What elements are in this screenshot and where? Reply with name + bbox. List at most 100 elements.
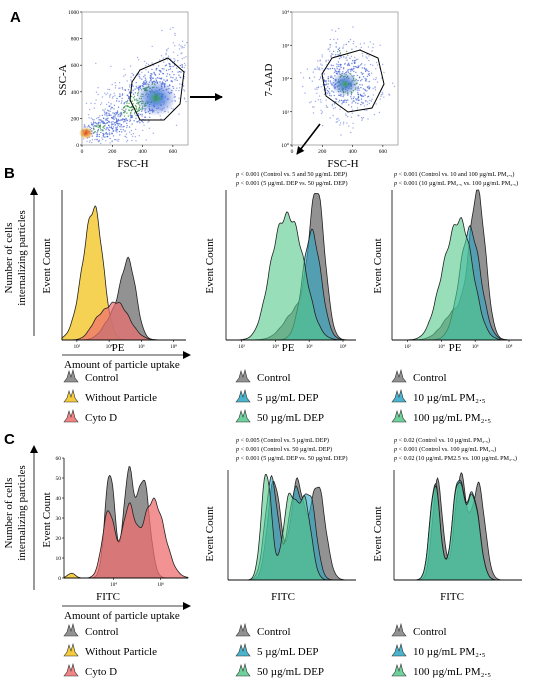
event-dot [357,97,359,99]
event-dot [147,71,150,73]
event-dot [105,113,108,115]
event-dot [362,76,365,78]
event-dot [337,54,339,56]
event-dot [335,54,337,56]
event-dot [327,76,329,78]
event-dot [327,78,329,80]
event-dot [97,130,99,132]
event-dot [127,115,130,117]
event-dot [335,46,337,48]
event-dot [102,109,104,111]
event-dot [359,76,361,78]
event-dot [127,105,130,108]
event-dot [124,109,126,112]
event-dot [361,118,364,120]
side-label-b-line1: Number of cells [3,223,15,294]
pval-c-mid-2: p < 0.001 (Control vs. 50 µg/mL DEP) [235,446,332,453]
event-dot [128,109,131,112]
event-dot [351,112,353,115]
event-dot [183,97,186,99]
event-dot [129,131,131,133]
event-dot [110,121,113,123]
pval-c-mid-1: p < 0.005 (Control vs. 5 µg/mL DEP) [235,437,329,444]
event-dot [365,70,367,73]
event-dot [183,66,185,69]
event-dot [83,124,86,126]
event-dot [106,115,108,117]
event-dot [145,79,147,81]
event-dot [350,106,353,108]
event-dot [330,75,332,77]
event-dot [132,74,134,77]
event-dot [149,75,152,77]
event-dot [97,124,99,126]
event-dot [152,77,154,79]
event-dot [365,100,367,102]
event-dot [89,108,91,111]
event-dot [97,93,99,96]
legend-label: 10 µg/mL PM₂.₅ [413,646,486,658]
event-dot [135,140,137,142]
event-dot [88,124,90,127]
event-dot [347,70,349,72]
event-dot [171,71,174,73]
event-dot [115,113,117,115]
event-dot [351,102,353,104]
event-dot [108,134,111,136]
event-dot [114,85,117,87]
legend-label: 10 µg/mL PM₂.₅ [413,392,486,404]
event-dot [122,129,125,131]
event-dot [330,76,332,79]
event-dot [175,77,177,79]
scatter-ytick-label: 10⁴ [282,10,290,16]
event-dot [375,103,377,105]
scatter-ytick-label: 10⁰ [281,142,290,149]
event-dot [340,66,342,69]
event-dot [115,100,118,102]
event-dot [342,68,345,70]
event-dot [105,118,107,120]
event-dot [100,142,102,145]
event-dot [380,93,383,96]
event-dot [174,79,176,81]
event-dot [147,63,150,66]
event-dot [114,82,116,84]
event-dot [360,98,363,100]
event-dot [119,113,121,115]
event-dot [383,71,385,74]
event-dot [350,131,352,134]
event-dot [168,62,170,65]
hist-dep-50 [226,211,356,341]
event-dot [137,59,140,61]
event-dot [359,43,362,45]
pvals-c-mid: p < 0.005 (Control vs. 5 µg/mL DEP) p < … [235,437,348,462]
event-dot [130,112,132,115]
scatter-right-ylabel: 7-AAD [263,63,275,96]
event-dot [133,113,136,115]
event-dot [337,64,339,66]
event-dot [124,135,126,138]
event-dot [351,62,353,65]
event-dot [186,42,188,44]
panel-label-a: A [10,9,21,26]
event-dot [323,93,326,96]
scatter-ytick-label: 10¹ [282,110,290,116]
event-dot [364,94,366,96]
event-dot [112,121,114,123]
event-dot [113,115,115,117]
event-dot [346,59,348,61]
event-dot [95,99,97,101]
event-dot [372,46,374,49]
event-dot [325,80,327,82]
event-dot [366,90,368,92]
event-dot [388,94,391,96]
scatter-right: 10⁰ 10¹ 10² 10³ 10⁴ 0 200 400 600 7-AAD FSC-H [263,10,399,170]
scatter-ytick-label: 10² [282,77,290,83]
event-dot [360,80,362,82]
event-dot [163,68,165,70]
scatter-ytick-label: 0 [76,143,79,149]
event-dot [165,80,167,83]
event-dot [338,47,341,49]
event-dot [323,80,326,82]
event-dot [131,105,133,108]
